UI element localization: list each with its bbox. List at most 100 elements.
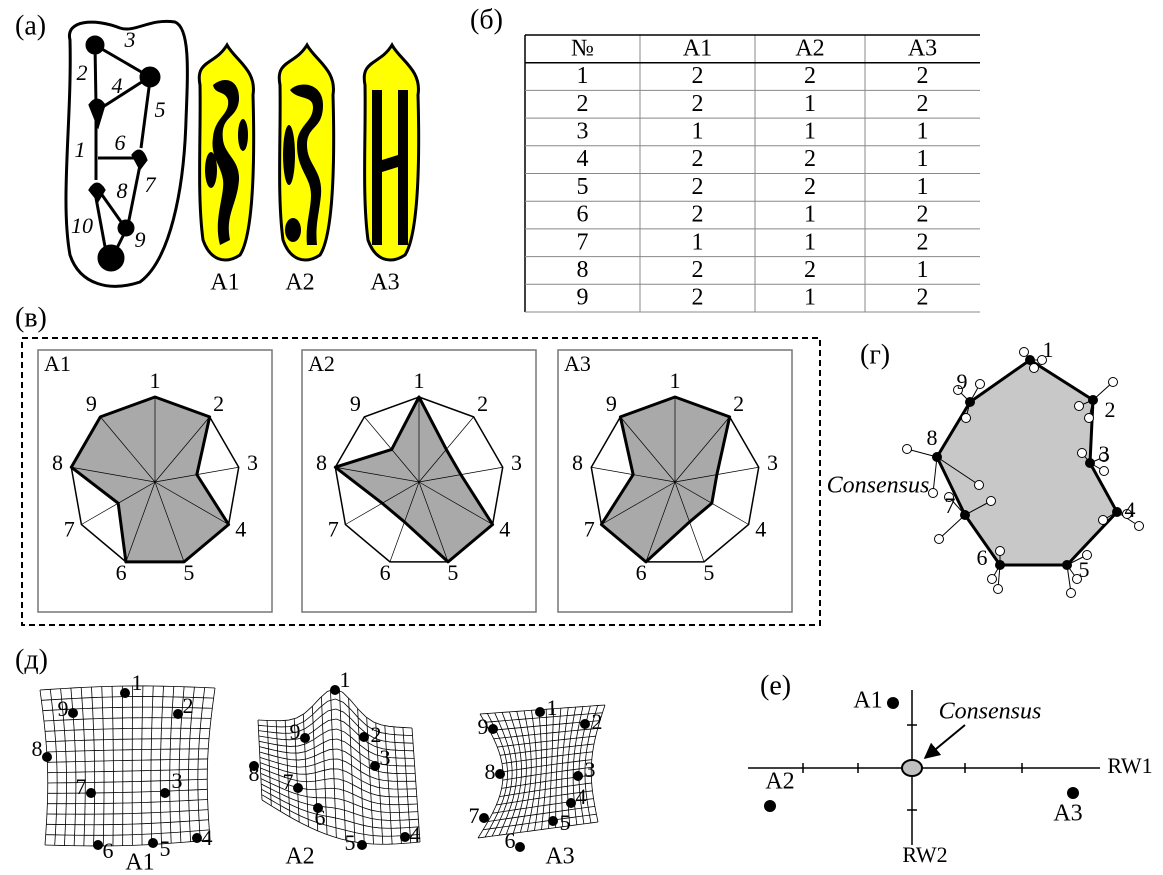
- landmark-label: 4: [202, 825, 213, 850]
- edge-label: 10: [71, 213, 93, 238]
- table-cell: 1: [804, 202, 816, 228]
- landmark-label: 4: [410, 822, 421, 847]
- landmark-label: 7: [76, 774, 87, 799]
- axis-label: RW1: [1107, 753, 1152, 778]
- radar-axis-label: 1: [670, 368, 681, 393]
- landmark-label: 8: [927, 425, 938, 450]
- edge-label: 2: [77, 60, 88, 85]
- radar-axis-label: 5: [703, 560, 714, 585]
- grid-line: [542, 709, 547, 829]
- panel-label: (д): [15, 644, 48, 675]
- grid-line: [170, 686, 174, 843]
- landmark: [68, 708, 78, 718]
- radar-axis-label: 3: [767, 450, 778, 475]
- point-label: A2: [765, 769, 794, 795]
- table-cell: 1: [577, 63, 589, 89]
- landmark-label: 2: [1105, 397, 1116, 422]
- grid-title: A2: [285, 844, 314, 870]
- radar-axis-label: 3: [511, 450, 522, 475]
- edge-label: 7: [145, 172, 157, 197]
- grid-line: [198, 688, 205, 841]
- consensus-label: Consensus: [939, 699, 1042, 725]
- landmark: [479, 813, 489, 823]
- specimen-landmark: [1109, 378, 1118, 387]
- specimen-landmark: [1020, 348, 1029, 357]
- grid-line: [151, 686, 153, 844]
- table-cell: 5: [577, 174, 589, 200]
- landmark: [148, 838, 158, 848]
- radar-axis-label: 6: [380, 560, 391, 585]
- consensus-landmark: [960, 510, 970, 520]
- landmark-label: 5: [160, 836, 171, 861]
- grid-line: [478, 822, 598, 838]
- landmark-label: 4: [1125, 497, 1136, 522]
- edge-label: 8: [117, 178, 128, 203]
- table-cell: 1: [692, 118, 704, 144]
- table-header: A3: [908, 35, 937, 61]
- table-cell: 2: [692, 174, 704, 200]
- grid-title: A1: [125, 850, 154, 875]
- deviation-vector: [939, 515, 965, 539]
- table-cell: 1: [804, 118, 816, 144]
- grid-line: [562, 708, 568, 827]
- radar-axis-label: 8: [52, 450, 63, 475]
- landmark: [86, 788, 96, 798]
- consensus-landmark: [995, 560, 1005, 570]
- point-label: A1: [853, 688, 882, 714]
- landmark: [495, 769, 505, 779]
- consensus-landmark: [1085, 458, 1095, 468]
- table-cell: 1: [692, 229, 704, 255]
- grid-line: [160, 686, 163, 844]
- landmark: [330, 685, 340, 695]
- grid-line: [262, 800, 420, 844]
- landmark: [357, 840, 367, 850]
- table-cell: 6: [577, 202, 589, 228]
- landmark-label: 5: [1079, 557, 1090, 582]
- specimen-landmark: [935, 535, 944, 544]
- radar-title: A2: [308, 351, 335, 376]
- landmark: [535, 707, 545, 717]
- table-cell: 2: [917, 229, 929, 255]
- table-cell: 2: [692, 63, 704, 89]
- grid-line: [527, 710, 536, 831]
- table-cell: 2: [917, 202, 929, 228]
- radar-axis-label: 1: [414, 368, 425, 393]
- grid-line: [48, 779, 207, 783]
- radar-axis-label: 6: [116, 560, 127, 585]
- table-cell: 2: [804, 174, 816, 200]
- edge-label: 5: [155, 97, 166, 122]
- grid-line: [50, 689, 57, 845]
- table-cell: 1: [917, 118, 929, 144]
- table-header: №: [571, 35, 594, 61]
- radar-title: A3: [564, 351, 591, 376]
- grid-line: [47, 759, 207, 762]
- table-header: A2: [795, 35, 824, 61]
- table-cell: 1: [917, 146, 929, 172]
- grid-line: [549, 709, 554, 829]
- radar-axis-label: 8: [316, 450, 327, 475]
- grid-line: [258, 699, 412, 736]
- landmark-label: 2: [183, 693, 194, 718]
- specimen-landmark: [975, 481, 984, 490]
- radar-axis-label: 5: [183, 560, 194, 585]
- grid-line: [483, 814, 596, 830]
- table-cell: 3: [577, 118, 589, 144]
- grid-line: [102, 687, 104, 846]
- landmark: [293, 783, 303, 793]
- landmark-label: 3: [1099, 441, 1110, 466]
- landmark: [300, 733, 310, 743]
- grid-line: [45, 840, 210, 846]
- specimen-landmark: [1099, 516, 1108, 525]
- radar-axis-label: 9: [606, 391, 617, 416]
- edge-label: 6: [115, 130, 126, 155]
- landmark-label: 9: [957, 369, 968, 394]
- grid-line: [262, 795, 420, 837]
- landmark-label: 5: [345, 830, 356, 855]
- radar-axis-label: 5: [447, 560, 458, 585]
- specimen-landmark: [962, 414, 971, 423]
- grid-line: [46, 739, 209, 742]
- grid-line: [47, 799, 207, 803]
- grid-line: [40, 690, 48, 845]
- radar-axis-label: 1: [150, 368, 161, 393]
- table-cell: 2: [692, 257, 704, 283]
